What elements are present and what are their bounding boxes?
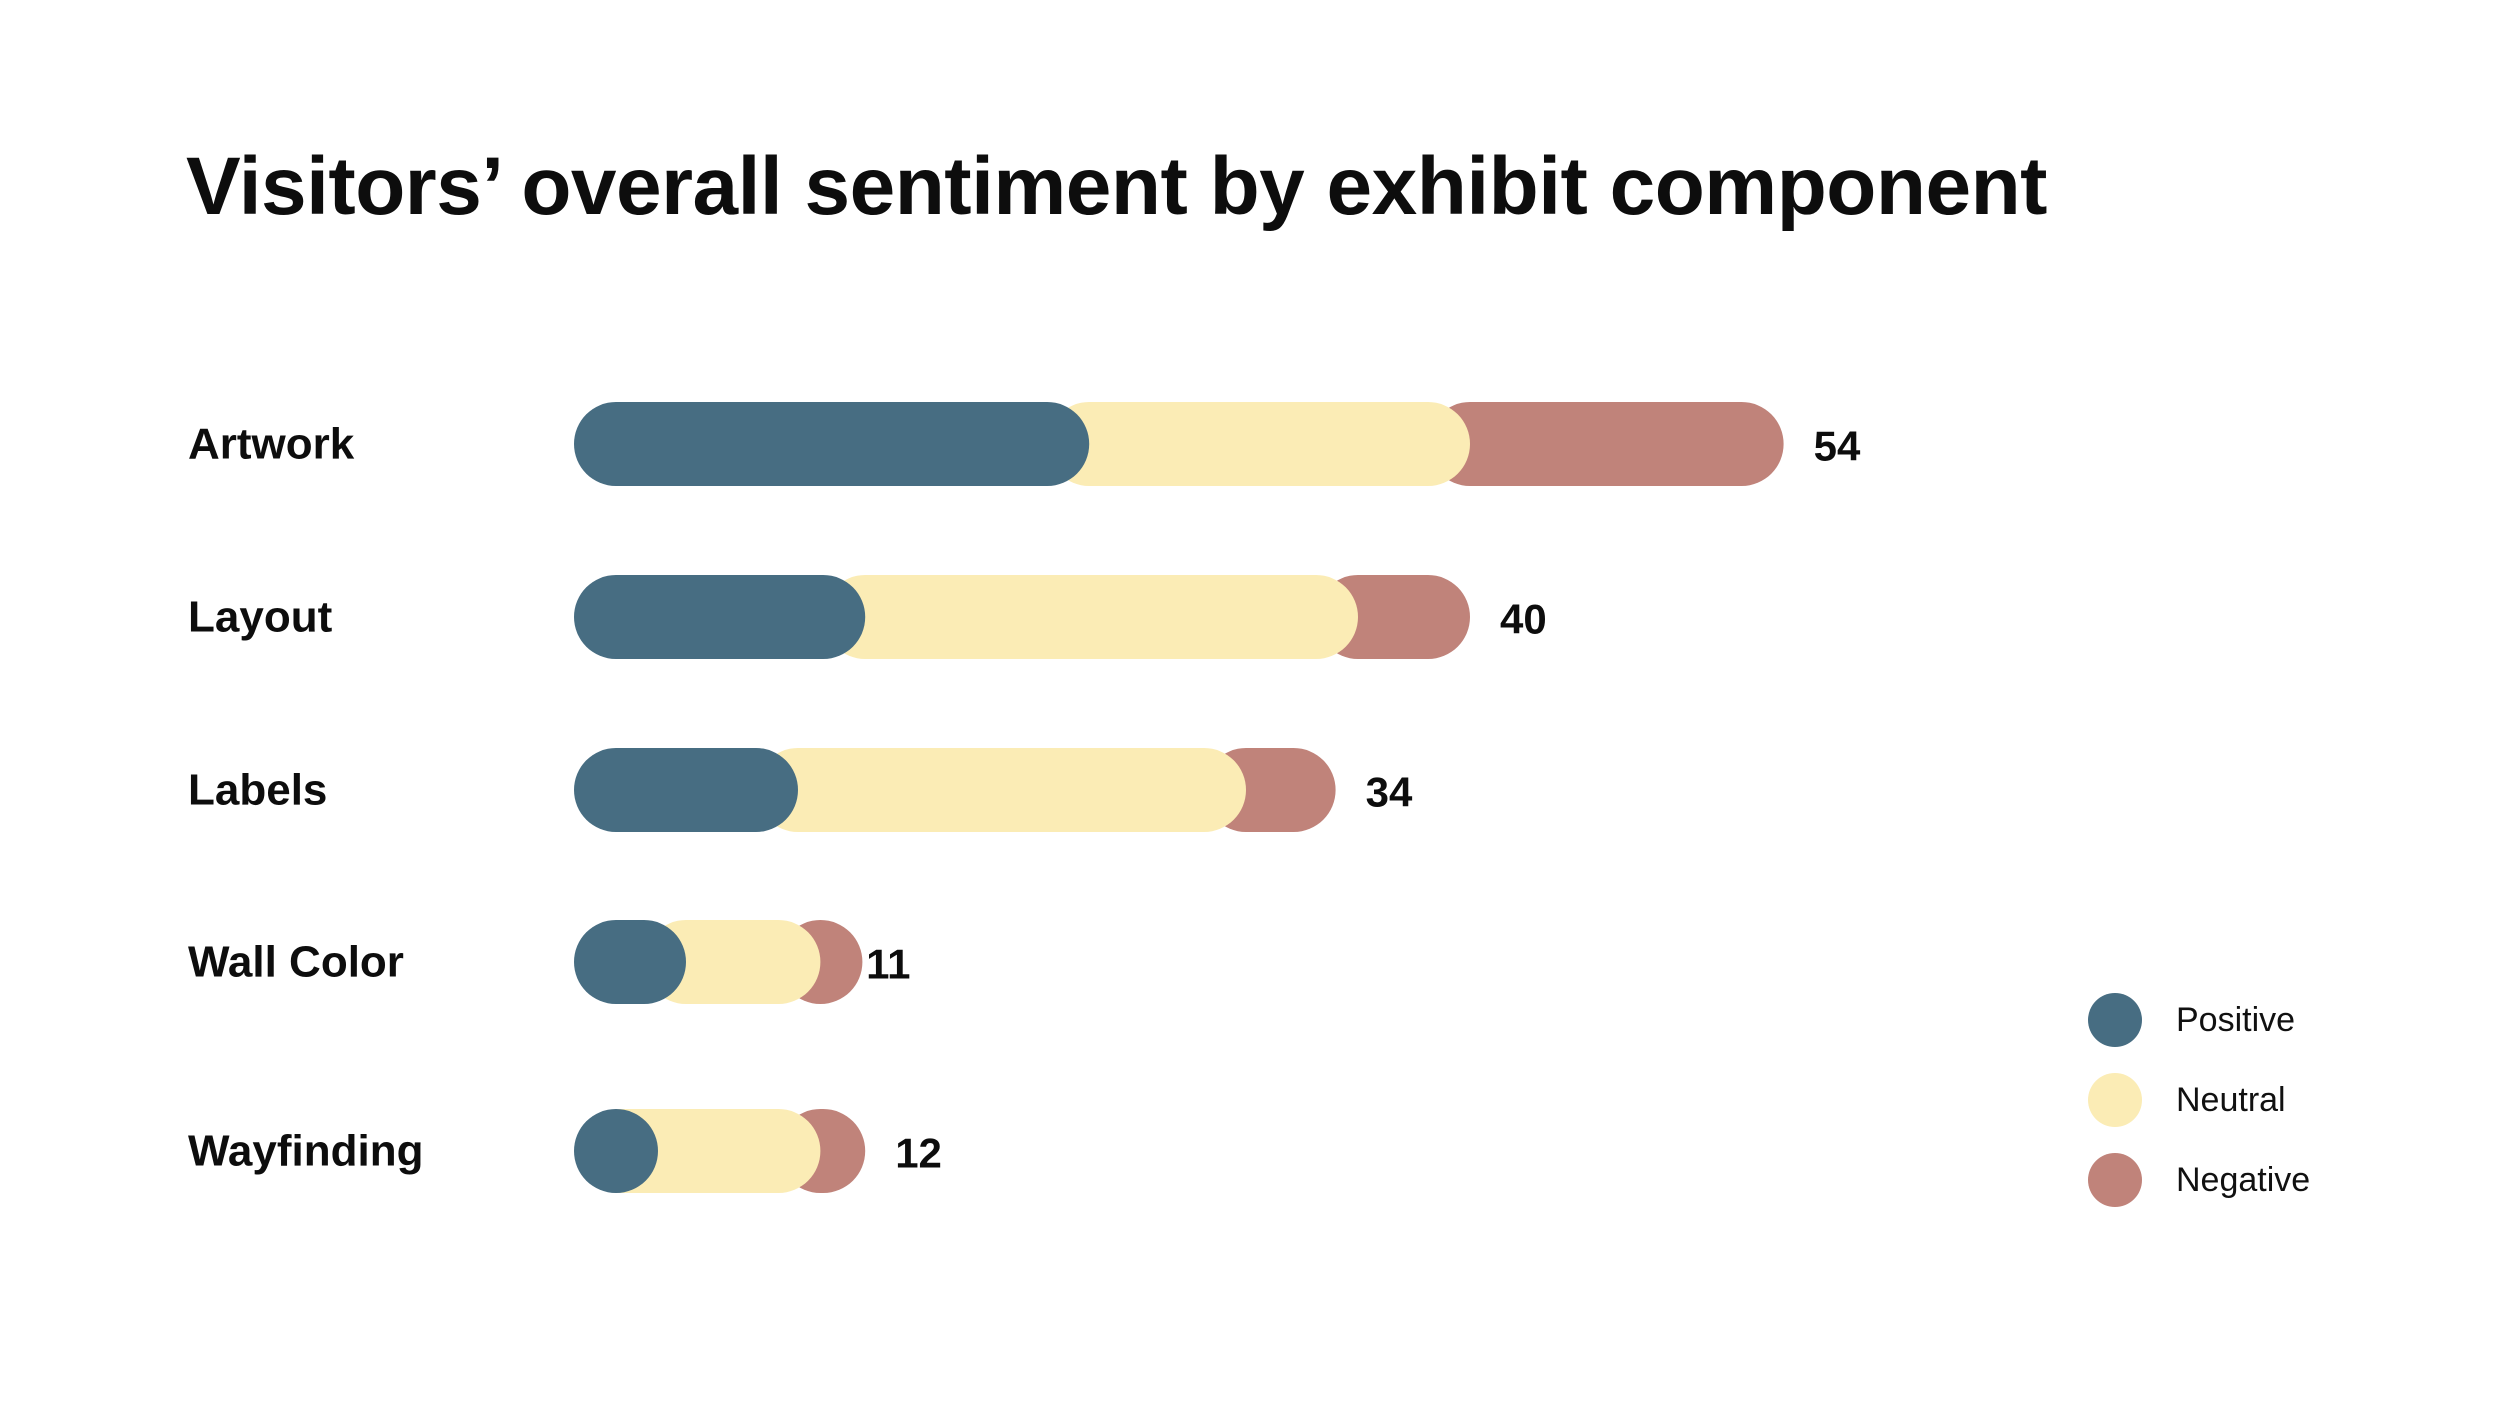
total-label-labels: 34 (1366, 769, 1413, 816)
bar-segment-layout-neutral (823, 575, 1358, 659)
bar-segment-artwork-negative (1428, 402, 1784, 486)
bar-segment-wall-color-neutral (644, 920, 821, 1004)
legend-label-positive: Positive (2176, 1000, 2296, 1039)
bar-segment-labels-positive (574, 748, 798, 832)
bar-segment-wall-color-positive (574, 920, 686, 1004)
legend-label-neutral: Neutral (2176, 1080, 2286, 1119)
total-label-artwork: 54 (1814, 423, 1861, 470)
bar-segment-labels-neutral (756, 748, 1246, 832)
legend-item-negative: Negative (2088, 1140, 2310, 1220)
category-label-wayfinding: Wayfinding (188, 1127, 423, 1176)
bar-segment-artwork-positive (574, 402, 1090, 486)
bar-segment-layout-positive (574, 575, 866, 659)
legend-swatch-neutral (2088, 1073, 2142, 1127)
bar-segment-wayfinding-positive (574, 1109, 658, 1193)
bar-row-artwork: Artwork 54 (188, 402, 1861, 486)
bar-row-wall-color: Wall Color 11 (188, 920, 910, 1004)
bar-row-layout: Layout 40 (188, 575, 1547, 659)
legend-swatch-negative (2088, 1153, 2142, 1207)
legend-item-neutral: Neutral (2088, 1060, 2310, 1140)
chart-title: Visitors’ overall sentiment by exhibit c… (186, 141, 2047, 232)
category-label-artwork: Artwork (188, 420, 355, 469)
legend-item-positive: Positive (2088, 980, 2310, 1060)
legend-swatch-positive (2088, 993, 2142, 1047)
total-label-wall-color: 11 (866, 941, 910, 988)
category-label-labels: Labels (188, 766, 327, 815)
total-label-wayfinding: 12 (895, 1130, 942, 1177)
legend: Positive Neutral Negative (2088, 980, 2310, 1220)
category-label-layout: Layout (188, 593, 333, 642)
bar-segment-artwork-neutral (1047, 402, 1470, 486)
bar-segment-layout-negative (1316, 575, 1470, 659)
bar-row-wayfinding: Wayfinding 12 (188, 1109, 942, 1193)
legend-label-negative: Negative (2176, 1160, 2311, 1199)
total-label-layout: 40 (1500, 596, 1547, 643)
category-label-wall-color: Wall Color (188, 938, 404, 987)
bar-row-labels: Labels 34 (188, 748, 1413, 832)
